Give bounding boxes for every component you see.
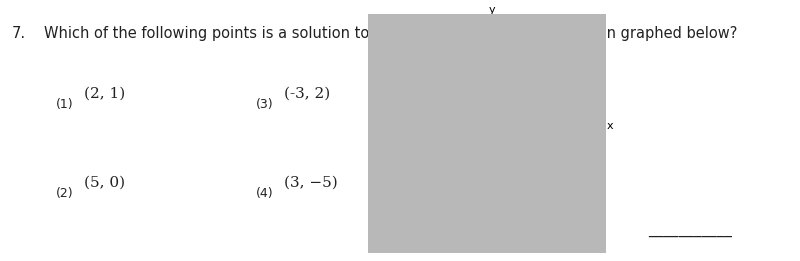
Text: (1): (1) — [56, 98, 74, 111]
Text: 7.: 7. — [12, 26, 26, 41]
Text: (4): (4) — [256, 187, 274, 200]
Text: x: x — [607, 121, 614, 131]
Text: Which of the following points is a solution to the system of inequalities shown : Which of the following points is a solut… — [44, 26, 738, 41]
Text: (-3, 2): (-3, 2) — [284, 87, 330, 101]
Text: ___________: ___________ — [648, 222, 732, 237]
Text: (5, 0): (5, 0) — [84, 176, 125, 190]
Text: (2, 1): (2, 1) — [84, 87, 126, 101]
Text: (2): (2) — [56, 187, 74, 200]
Text: (3, −5): (3, −5) — [284, 176, 338, 190]
Text: y: y — [488, 4, 495, 15]
Text: (3): (3) — [256, 98, 274, 111]
